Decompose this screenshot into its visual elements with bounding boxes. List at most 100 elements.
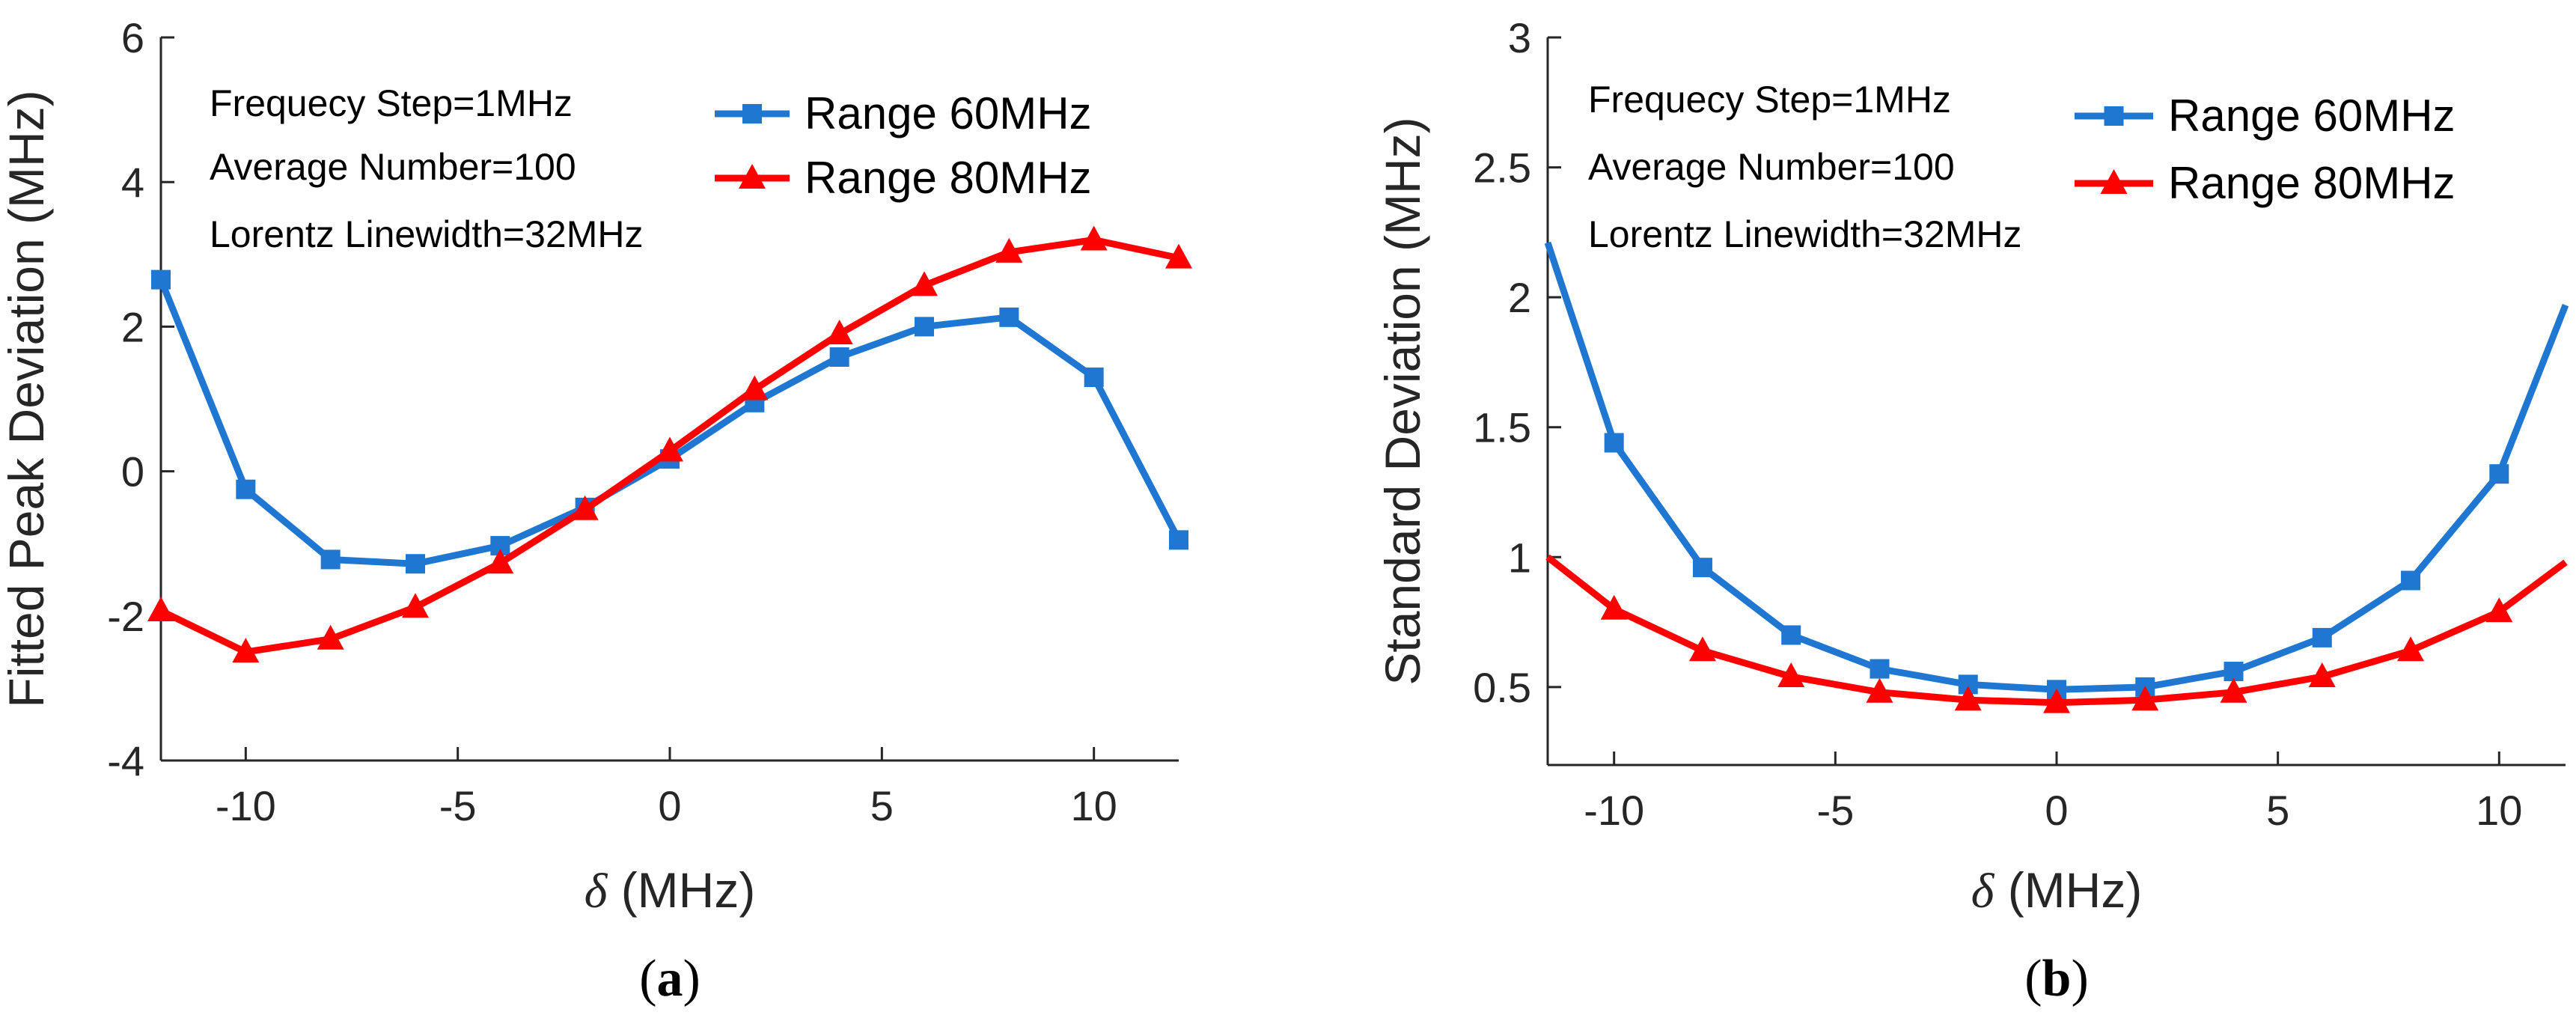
annotation-text: Frequecy Step=1MHz [1588, 79, 1951, 121]
annotation-text: Average Number=100 [1588, 146, 1955, 188]
data-point-triangle [571, 495, 599, 520]
data-point-triangle [1080, 225, 1108, 251]
y-axis-label: Standard Deviation (MHz) [1375, 117, 1430, 685]
data-point-triangle [825, 320, 853, 345]
data-point-triangle [486, 549, 514, 574]
data-point-square [2489, 464, 2509, 484]
data-point-square [1084, 368, 1104, 388]
data-point-triangle [656, 436, 683, 462]
data-point-square [2224, 662, 2244, 682]
data-point-square [829, 347, 849, 367]
data-point-triangle [1600, 594, 1628, 620]
y-tick-label: 2 [1508, 274, 1531, 321]
series-80mhz [1545, 554, 2568, 713]
x-tick-label: -10 [216, 782, 276, 829]
chart-panel-b: 0.5 1 1.5 2 2.5 3 -10 -5 0 5 10 Standard Deviation … [1375, 14, 2569, 1008]
data-point-square [915, 317, 934, 337]
y-tick-label: 0 [121, 448, 144, 496]
y-tick-label: 4 [121, 159, 144, 206]
legend-item-80mhz: Range 80MHz [2075, 158, 2456, 208]
x-tick-label: 5 [870, 782, 894, 829]
data-point-square [999, 307, 1019, 327]
data-point-triangle [2043, 688, 2070, 713]
data-point-square [320, 549, 341, 570]
annotation-text: Frequecy Step=1MHz [210, 82, 573, 124]
x-tick-label: 10 [1071, 782, 1117, 829]
legend-item-80mhz: Range 80MHz [715, 153, 1092, 203]
data-point-square [1604, 433, 1624, 453]
series-line [1544, 241, 2569, 693]
data-point-triangle [1688, 636, 1716, 662]
x-axis-label: δ (MHz) [585, 862, 756, 918]
data-point-square [1870, 659, 1890, 679]
y-tick-label: 0.5 [1473, 664, 1531, 711]
x-axis-label: δ (MHz) [1971, 862, 2143, 918]
x-axis-symbol: δ [585, 864, 608, 918]
data-point-triangle [232, 638, 260, 663]
x-tick-label: 0 [658, 782, 681, 829]
legend-marker-square [742, 104, 762, 124]
chart-panel-a: -4 -2 0 2 4 6 -10 -5 0 5 10 Fitted Peak Deviation (… [0, 14, 1192, 1008]
data-point-triangle [1866, 677, 1893, 703]
annotation-text: Lorentz Linewidth=32MHz [210, 213, 644, 255]
data-point-square [236, 479, 256, 499]
subfigure-paren-close: ) [683, 950, 701, 1008]
data-point-triangle [2397, 636, 2425, 662]
data-point-triangle [147, 597, 174, 622]
subfigure-label: (a) [639, 950, 701, 1008]
legend-label: Range 80MHz [2168, 158, 2456, 208]
y-tick-label: 2.5 [1473, 144, 1531, 192]
data-point-triangle [2485, 597, 2513, 623]
legend-label: Range 80MHz [805, 153, 1092, 203]
data-point-triangle [2308, 662, 2336, 687]
legend-marker-square [2104, 106, 2124, 126]
data-point-square [1781, 625, 1801, 645]
data-point-triangle [741, 375, 769, 400]
x-axis-space [607, 862, 620, 918]
data-point-square [2401, 570, 2421, 591]
data-point-triangle [317, 624, 344, 650]
y-tick-label: -2 [107, 593, 144, 640]
data-point-square [2312, 627, 2332, 647]
x-axis-symbol: δ [1971, 864, 1995, 918]
subfigure-letter: a [657, 950, 683, 1008]
y-tick-label: 6 [121, 14, 144, 61]
data-point-triangle [402, 593, 429, 618]
x-tick-label: 0 [2045, 787, 2068, 834]
data-point-triangle [911, 271, 938, 296]
x-tick-label: -5 [1816, 787, 1854, 834]
legend-marker-triangle [2100, 169, 2128, 194]
subfigure-label: (b) [2024, 950, 2089, 1008]
subfigure-paren-open: ( [639, 950, 656, 1008]
annotation-text: Average Number=100 [210, 146, 576, 188]
y-tick-label: 1 [1508, 534, 1531, 581]
series-60mhz [151, 269, 1188, 574]
x-axis-unit: (MHz) [621, 862, 756, 918]
x-axis-unit: (MHz) [2008, 862, 2143, 918]
data-point-triangle [2131, 686, 2159, 711]
data-point-triangle [1777, 662, 1805, 687]
x-tick-label: 5 [2266, 787, 2289, 834]
y-tick-label: 2 [121, 303, 144, 350]
data-point-triangle [995, 237, 1023, 263]
data-point-triangle [1954, 686, 1982, 711]
subfigure-paren-open: ( [2024, 950, 2042, 1008]
legend-item-60mhz: Range 60MHz [715, 88, 1092, 138]
x-tick-label: -10 [1584, 787, 1644, 834]
x-axis-space [1994, 862, 2007, 918]
data-point-triangle [2220, 677, 2247, 703]
x-tick-label: 10 [2476, 787, 2522, 834]
y-tick-label: 1.5 [1473, 404, 1531, 451]
y-tick-label: -4 [107, 737, 144, 784]
legend-label: Range 60MHz [805, 88, 1092, 138]
data-point-triangle [1165, 243, 1192, 269]
data-point-square [1692, 558, 1712, 578]
data-point-square [151, 269, 171, 290]
y-axis-label: Fitted Peak Deviation (MHz) [0, 90, 54, 707]
y-tick-label: 3 [1508, 14, 1531, 61]
series-line [157, 278, 1182, 567]
legend-label: Range 60MHz [2168, 91, 2456, 141]
subfigure-letter: b [2042, 950, 2072, 1008]
annotation-text: Lorentz Linewidth=32MHz [1588, 213, 2022, 255]
